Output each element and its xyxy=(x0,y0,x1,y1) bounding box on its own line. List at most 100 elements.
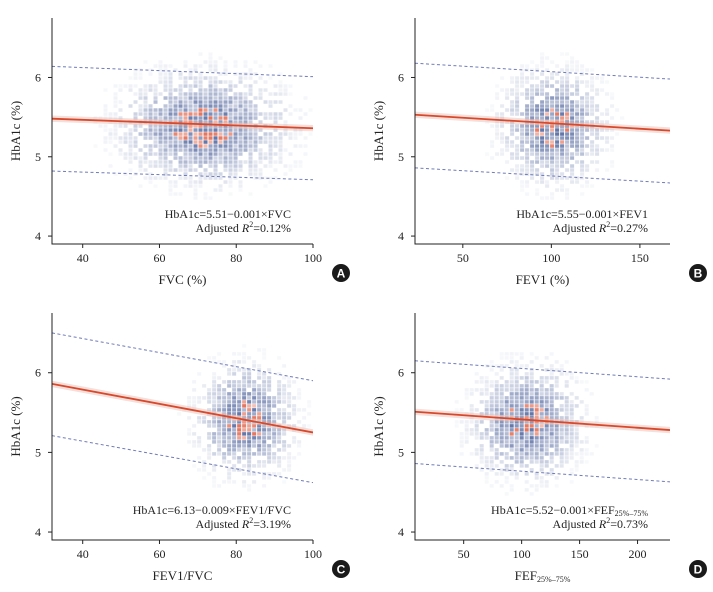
density-cell xyxy=(193,160,198,164)
density-cell xyxy=(257,424,262,428)
density-cell xyxy=(544,392,549,396)
density-cell xyxy=(258,112,263,116)
density-cell xyxy=(529,452,534,456)
density-cell xyxy=(263,88,268,92)
density-cell xyxy=(237,432,242,436)
density-cell xyxy=(520,80,525,84)
density-cell xyxy=(188,184,193,188)
density-cell xyxy=(565,72,570,76)
density-cell xyxy=(297,440,302,444)
density-cell xyxy=(560,88,565,92)
density-cell xyxy=(168,152,173,156)
density-cell xyxy=(540,56,545,60)
density-cell xyxy=(208,112,213,116)
density-cell xyxy=(459,444,464,448)
density-cell xyxy=(267,428,272,432)
density-cell xyxy=(525,116,530,120)
density-cell xyxy=(500,356,504,360)
density-cell xyxy=(282,448,287,452)
density-cell xyxy=(223,80,228,84)
density-cell xyxy=(243,144,248,148)
density-cell xyxy=(243,96,248,100)
density-cell xyxy=(564,436,569,440)
density-cell xyxy=(228,108,233,112)
density-cell xyxy=(113,92,118,96)
density-cell xyxy=(227,460,232,464)
density-cell xyxy=(253,140,258,144)
density-cell xyxy=(605,128,610,132)
regression-line xyxy=(415,113,670,132)
density-cell xyxy=(198,92,203,96)
density-cell xyxy=(282,388,287,392)
density-cell xyxy=(267,412,272,416)
density-cell xyxy=(168,112,173,116)
density-cell xyxy=(520,132,525,136)
density-cell xyxy=(574,424,579,428)
y-tick-label: 4 xyxy=(35,525,41,539)
density-cell xyxy=(183,92,188,96)
density-cell xyxy=(288,164,293,168)
density-cell xyxy=(263,176,268,180)
density-cell xyxy=(153,92,158,96)
density-cell xyxy=(242,392,247,396)
density-cell xyxy=(515,128,520,132)
density-cell xyxy=(544,380,549,384)
density-cell xyxy=(277,464,282,468)
density-cell xyxy=(188,104,193,108)
density-cell xyxy=(494,424,499,428)
density-cell xyxy=(193,76,198,80)
density-cell xyxy=(277,432,282,436)
density-cell xyxy=(564,384,569,388)
density-cell xyxy=(570,180,575,184)
density-cell xyxy=(559,392,564,396)
density-cell xyxy=(277,428,282,432)
density-cell xyxy=(524,396,529,400)
density-cell xyxy=(203,92,208,96)
density-cell xyxy=(575,144,580,148)
density-cell xyxy=(232,424,237,428)
density-cell xyxy=(158,176,163,180)
density-cell xyxy=(539,456,544,460)
density-cell xyxy=(574,404,579,408)
density-cell xyxy=(540,104,545,108)
density-cell xyxy=(212,424,217,428)
density-cell xyxy=(544,460,549,464)
density-cell xyxy=(510,108,515,112)
density-cell xyxy=(282,392,287,396)
density-cell xyxy=(283,92,288,96)
density-cell xyxy=(197,444,202,448)
density-cell xyxy=(520,124,525,128)
density-cell xyxy=(154,184,158,188)
density-cell xyxy=(218,104,223,108)
density-cell xyxy=(534,440,539,444)
density-cell xyxy=(554,392,559,396)
density-cell xyxy=(565,88,570,92)
density-cell xyxy=(549,376,554,380)
density-cell xyxy=(128,160,133,164)
density-cell xyxy=(233,168,238,172)
density-cell xyxy=(287,400,292,404)
panel-badge-letter: A xyxy=(337,266,346,280)
density-cell xyxy=(565,176,570,180)
density-cell xyxy=(555,92,560,96)
density-cell xyxy=(459,440,464,444)
density-cell xyxy=(228,96,233,100)
density-cell xyxy=(514,476,519,480)
density-cell xyxy=(212,356,217,360)
density-cell xyxy=(554,444,559,448)
density-cell xyxy=(258,76,263,80)
density-cell xyxy=(188,112,193,116)
density-cell xyxy=(257,368,262,372)
density-cell xyxy=(232,456,237,460)
density-cell xyxy=(268,104,273,108)
density-cell xyxy=(595,76,600,80)
density-cell xyxy=(148,116,153,120)
density-cell xyxy=(540,128,545,132)
density-cell xyxy=(263,136,268,140)
density-cell xyxy=(168,96,173,100)
density-cell xyxy=(504,384,509,388)
density-cell xyxy=(212,372,217,376)
density-cell xyxy=(262,460,267,464)
density-cell xyxy=(494,388,499,392)
density-cell xyxy=(243,128,248,132)
